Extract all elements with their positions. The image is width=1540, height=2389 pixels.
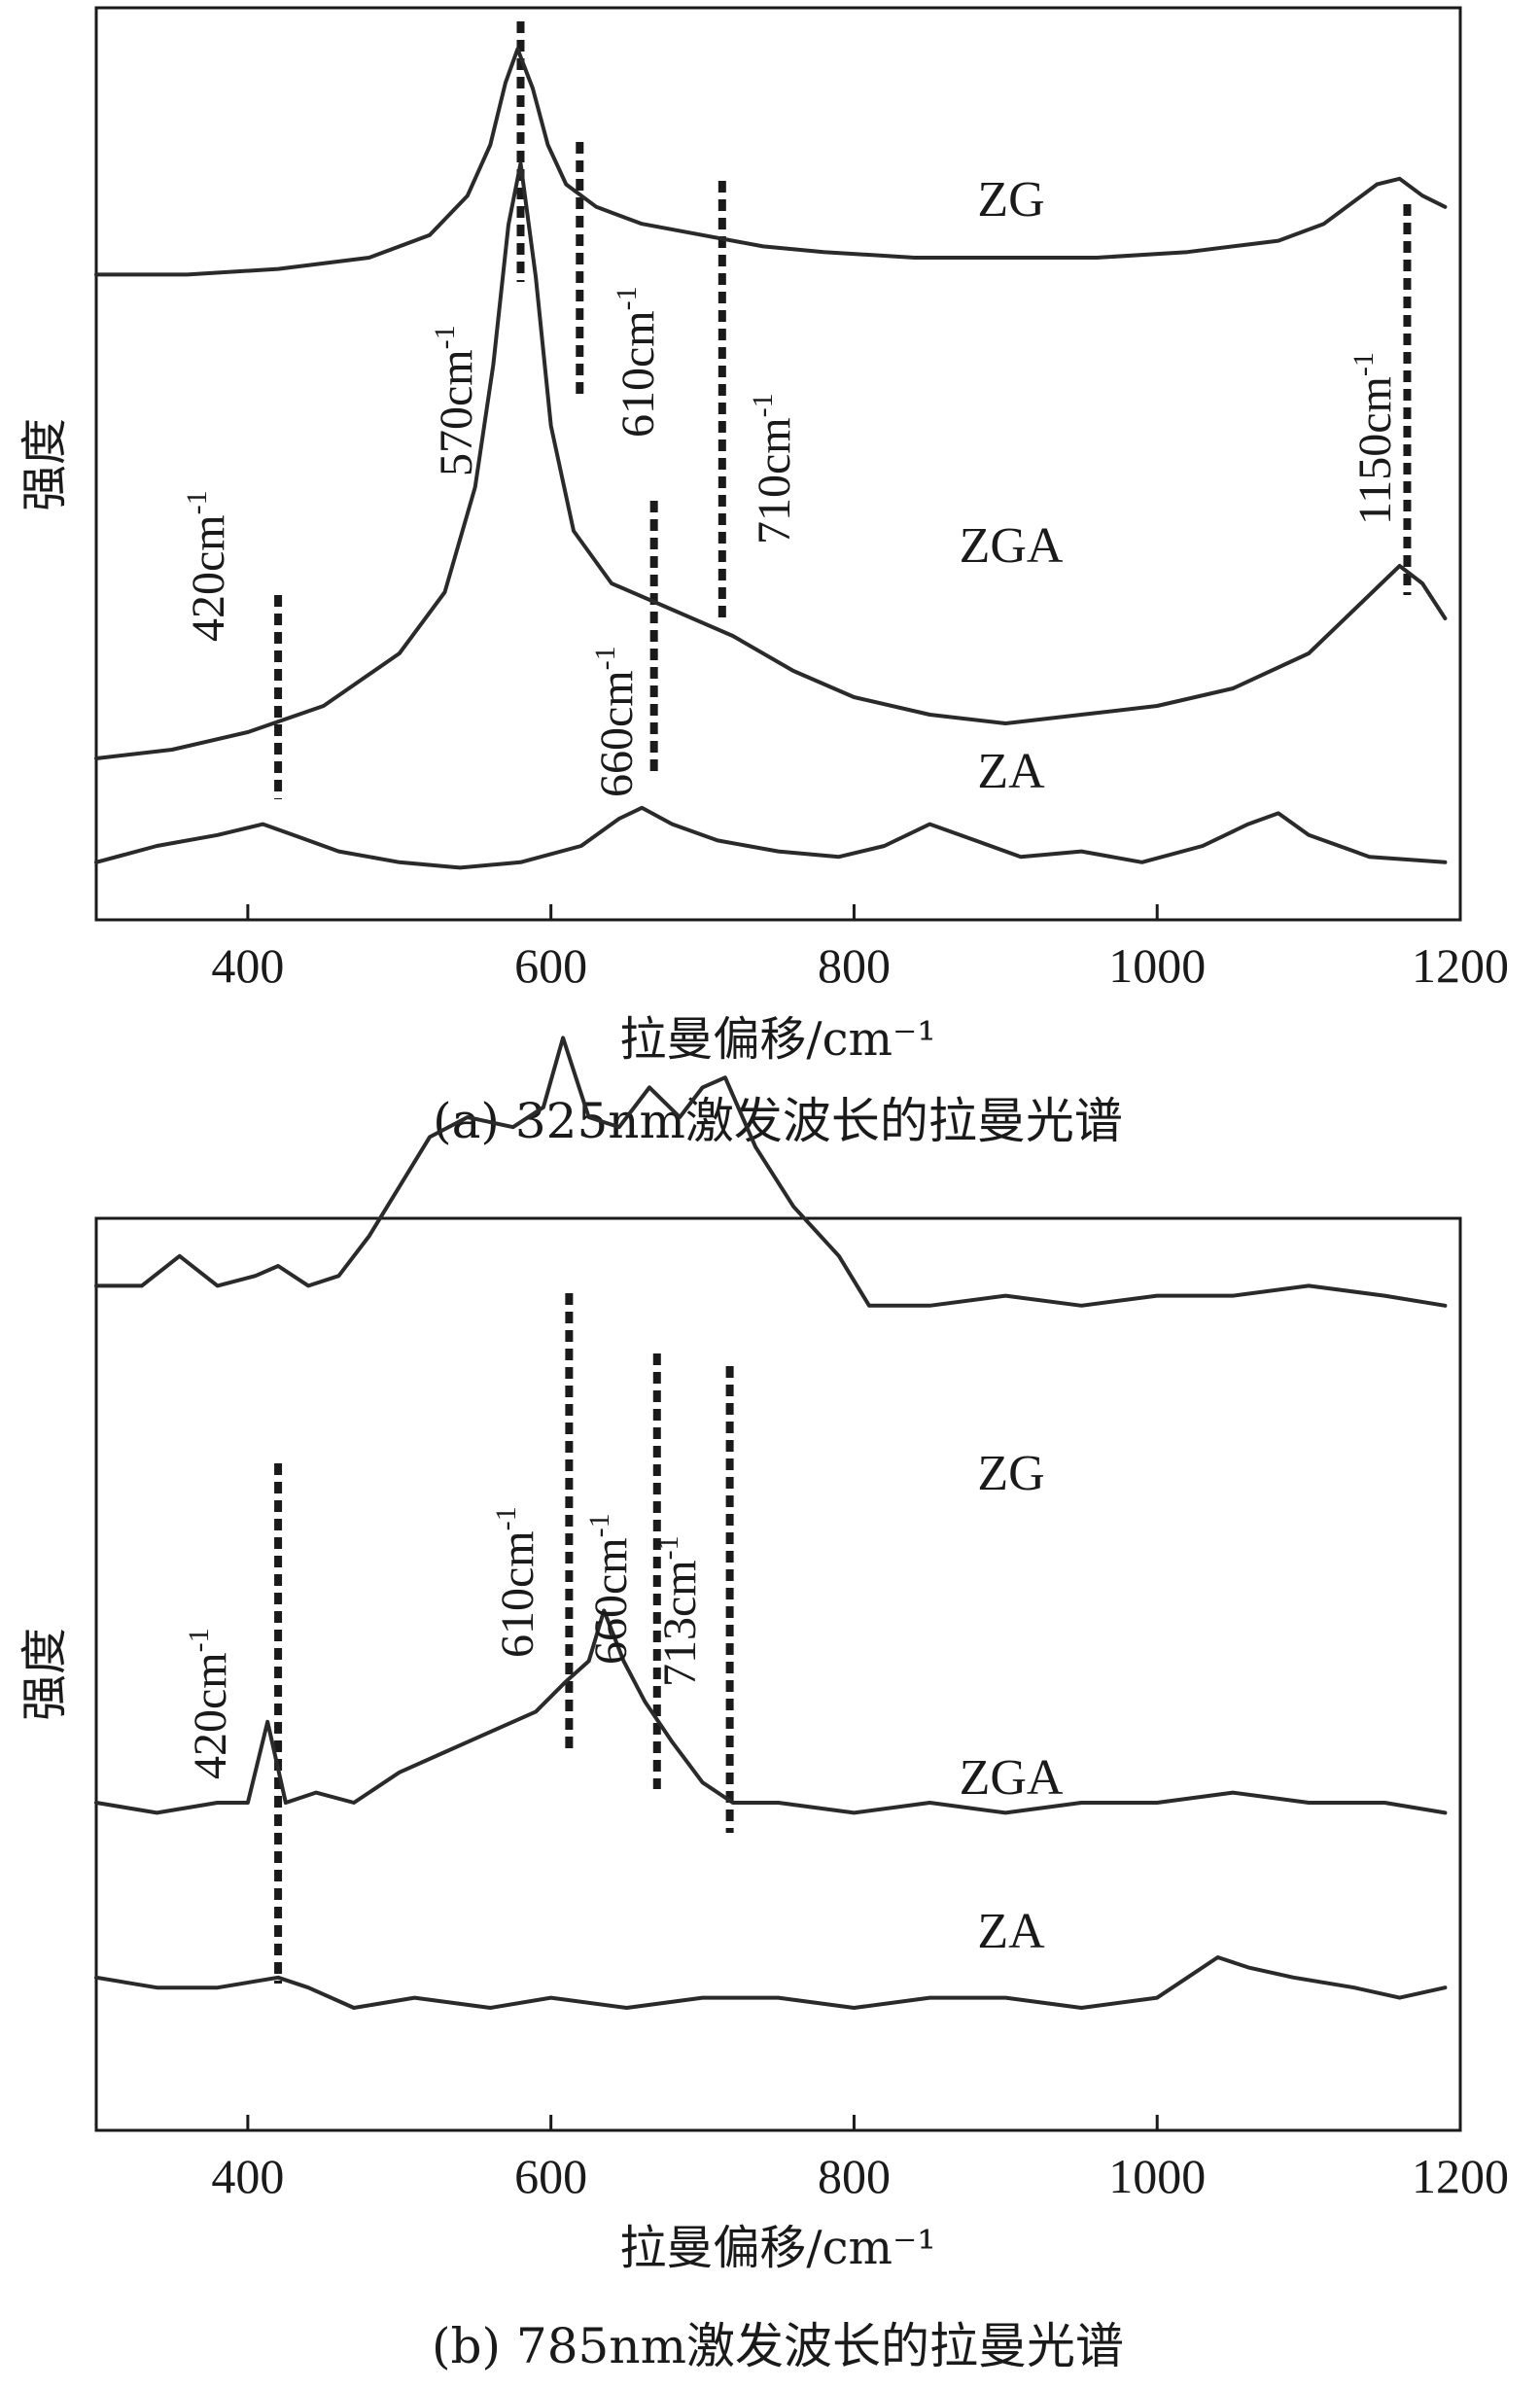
series-line-zga <box>94 1608 1448 1815</box>
x-tick-label: 400 <box>211 2149 284 2203</box>
series-line-za <box>94 805 1448 870</box>
panel-b-x-axis: 400 600 800 1000 1200 <box>211 2115 1509 2203</box>
panel-b-y-axis-title: 强度 <box>18 1628 72 1721</box>
peak-label: 420cm-1 <box>183 1628 236 1779</box>
panel-a-y-axis-title: 强度 <box>18 418 72 511</box>
panel-a-peak-markers <box>274 21 1412 799</box>
peak-label: 610cm-1 <box>490 1506 543 1658</box>
series-label-zg: ZG <box>977 172 1044 228</box>
panel-a-plot-frame <box>94 6 1462 922</box>
series-line-zga <box>94 161 1448 760</box>
peak-label: 570cm-1 <box>429 325 482 476</box>
panel-b-caption: (b) 785nm激发波长的拉曼光谱 <box>432 2318 1124 2374</box>
peak-label: 420cm-1 <box>181 490 234 642</box>
panel-b-peak-markers <box>274 1293 734 1984</box>
x-tick-label: 800 <box>818 938 891 993</box>
x-tick-label: 1200 <box>1412 938 1509 993</box>
panel-a-chart: 400 600 800 1000 1200 ZG ZGA ZA 420cm-1 570cm-1… <box>18 6 1509 1149</box>
panel-a-peak-labels: 420cm-1 570cm-1 610cm-1 660cm-1 710cm-1 1150c… <box>181 286 1401 797</box>
series-label-zg: ZG <box>977 1446 1044 1501</box>
series-label-zga: ZGA <box>960 1750 1064 1806</box>
series-label-zga: ZGA <box>960 518 1064 574</box>
x-tick-label: 1200 <box>1412 2149 1509 2203</box>
x-tick-label: 600 <box>514 2149 587 2203</box>
series-label-za: ZA <box>977 1904 1045 1959</box>
panel-a-caption: (a) 325nm激发波长的拉曼光谱 <box>433 1093 1123 1149</box>
panel-b-plot-frame <box>94 1216 1462 2132</box>
peak-label: 713cm-1 <box>652 1535 706 1687</box>
peak-label: 660cm-1 <box>583 1513 637 1665</box>
x-tick-label: 1000 <box>1108 938 1206 993</box>
panel-b-x-axis-title: 拉曼偏移/cm⁻¹ <box>619 2221 935 2275</box>
x-tick-label: 800 <box>818 2149 891 2203</box>
panel-b-peak-labels: 420cm-1 610cm-1 660cm-1 713cm-1 <box>183 1506 706 1779</box>
panel-b-chart: 400 600 800 1000 1200 ZG ZGA ZA 420cm-1 610cm-1… <box>18 1036 1509 2374</box>
panel-a-series: ZG ZGA ZA <box>94 47 1448 870</box>
panel-a-x-axis: 400 600 800 1000 1200 <box>211 904 1509 993</box>
x-tick-label: 600 <box>514 938 587 993</box>
series-line-zg <box>94 1036 1448 1308</box>
x-tick-label: 400 <box>211 938 284 993</box>
panel-a-x-axis-title: 拉曼偏移/cm⁻¹ <box>619 1012 935 1067</box>
peak-label: 610cm-1 <box>611 286 664 438</box>
peak-label: 660cm-1 <box>589 646 643 797</box>
x-tick-label: 1000 <box>1108 2149 1206 2203</box>
peak-label: 710cm-1 <box>747 393 800 545</box>
series-line-za <box>94 1955 1448 2010</box>
series-line-zg <box>94 47 1448 277</box>
peak-label: 1150cm-1 <box>1348 352 1401 525</box>
series-label-za: ZA <box>977 744 1045 799</box>
panel-b-series: ZG ZGA ZA <box>94 1036 1448 2010</box>
